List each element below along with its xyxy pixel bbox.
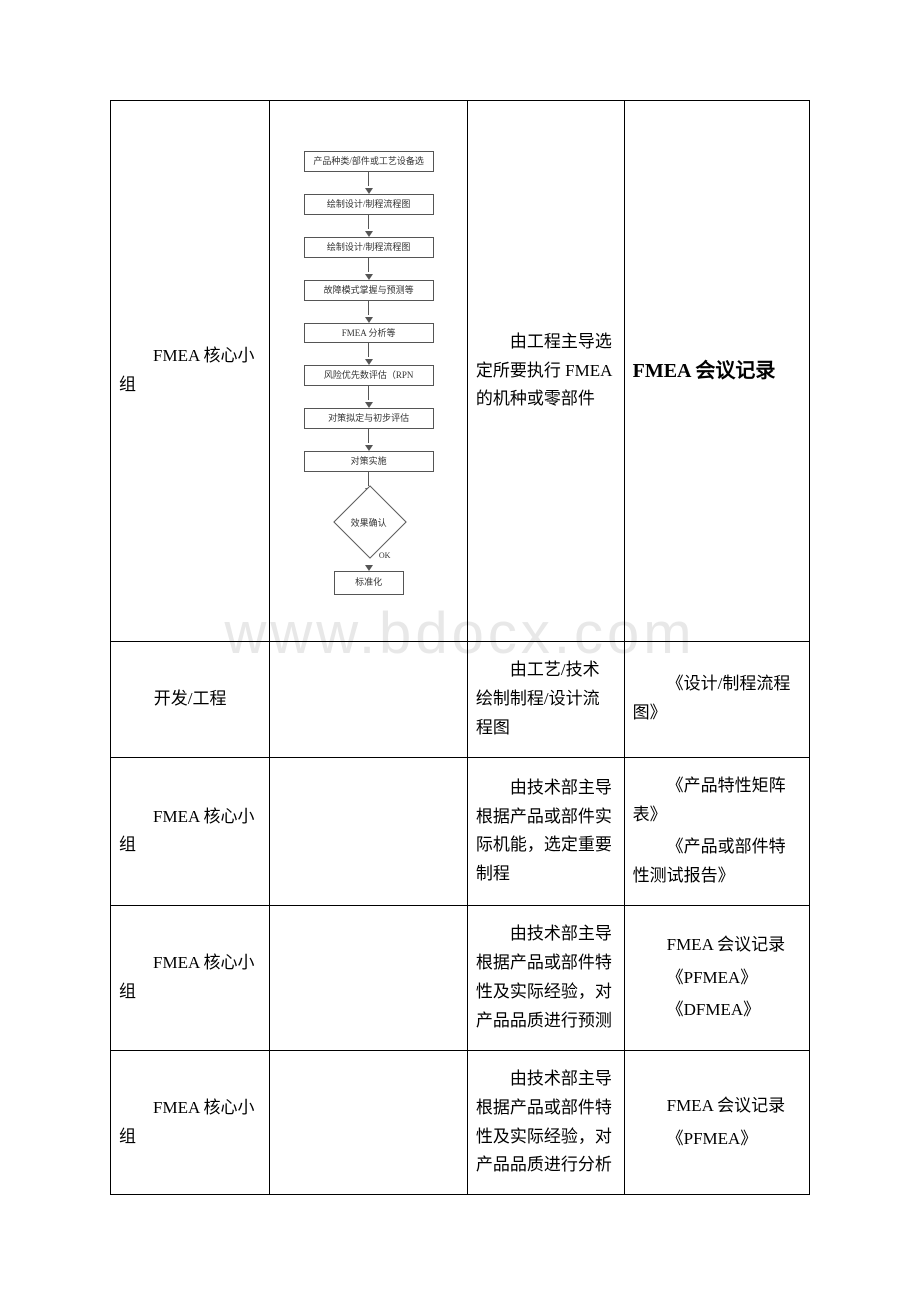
text: FMEA 核心小组 <box>119 346 255 394</box>
flow-decision-label: 效果确认 <box>326 516 412 531</box>
text-bold: FMEA 会议记录 <box>633 360 776 382</box>
flow-connector <box>368 472 369 486</box>
text: 由技术部主导根据产品或部件特性及实际经验，对产品品质进行分析 <box>476 1065 616 1181</box>
cell-r5-c4: FMEA 会议记录 《PFMEA》 <box>624 1050 809 1195</box>
cell-r3-c2 <box>270 757 468 906</box>
cell-r1-c4: FMEA 会议记录 <box>624 101 809 642</box>
fmea-table: FMEA 核心小组 产品种类/部件或工艺设备选 绘制设计/制程流程图 绘制设计/… <box>110 100 810 1195</box>
text: 由技术部主导根据产品或部件实际机能，选定重要制程 <box>476 774 616 890</box>
text: FMEA 会议记录 <box>633 1092 801 1121</box>
cell-r2-c2 <box>270 642 468 758</box>
cell-r5-c3: 由技术部主导根据产品或部件特性及实际经验，对产品品质进行分析 <box>467 1050 624 1195</box>
flow-end: 标准化 <box>334 571 404 594</box>
cell-r4-c1: FMEA 核心小组 <box>111 906 270 1051</box>
text: 《产品特性矩阵表》 <box>633 772 801 830</box>
cell-r3-c4: 《产品特性矩阵表》 《产品或部件特性测试报告》 <box>624 757 809 906</box>
text: 《DFMEA》 <box>633 996 801 1025</box>
flow-connector <box>368 301 369 315</box>
cell-r4-c3: 由技术部主导根据产品或部件特性及实际经验，对产品品质进行预测 <box>467 906 624 1051</box>
flow-connector <box>368 172 369 186</box>
flow-step-8: 对策实施 <box>304 451 434 472</box>
cell-r5-c2 <box>270 1050 468 1195</box>
flow-step-5: FMEA 分析等 <box>304 323 434 344</box>
text: 由技术部主导根据产品或部件特性及实际经验，对产品品质进行预测 <box>476 920 616 1036</box>
text: 由工程主导选定所要执行 FMEA 的机种或零部件 <box>476 328 616 415</box>
cell-r2-c1: 开发/工程 <box>111 642 270 758</box>
flow-decision: 效果确认 <box>326 496 412 546</box>
cell-r4-c2 <box>270 906 468 1051</box>
cell-r4-c4: FMEA 会议记录 《PFMEA》 《DFMEA》 <box>624 906 809 1051</box>
flow-connector <box>368 258 369 272</box>
cell-r2-c4: 《设计/制程流程图》 <box>624 642 809 758</box>
flow-step-2: 绘制设计/制程流程图 <box>304 194 434 215</box>
flow-connector <box>368 386 369 400</box>
cell-r1-c1: FMEA 核心小组 <box>111 101 270 642</box>
text: 由工艺/技术绘制制程/设计流程图 <box>476 656 616 743</box>
flow-connector <box>368 429 369 443</box>
cell-r1-c3: 由工程主导选定所要执行 FMEA 的机种或零部件 <box>467 101 624 642</box>
cell-r1-c2-flowchart: 产品种类/部件或工艺设备选 绘制设计/制程流程图 绘制设计/制程流程图 故障模式… <box>270 101 468 642</box>
text: FMEA 核心小组 <box>119 1098 255 1146</box>
flow-step-6: 风险优先数评估（RPN <box>304 365 434 386</box>
cell-r2-c3: 由工艺/技术绘制制程/设计流程图 <box>467 642 624 758</box>
flowchart: 产品种类/部件或工艺设备选 绘制设计/制程流程图 绘制设计/制程流程图 故障模式… <box>278 147 459 594</box>
cell-r3-c3: 由技术部主导根据产品或部件实际机能，选定重要制程 <box>467 757 624 906</box>
text: 《产品或部件特性测试报告》 <box>633 833 801 891</box>
flow-step-4: 故障模式掌握与预测等 <box>304 280 434 301</box>
cell-r3-c1: FMEA 核心小组 <box>111 757 270 906</box>
text: 开发/工程 <box>154 689 227 708</box>
text: 《PFMEA》 <box>633 964 801 993</box>
cell-r5-c1: FMEA 核心小组 <box>111 1050 270 1195</box>
flow-connector <box>368 343 369 357</box>
text: 《PFMEA》 <box>633 1125 801 1154</box>
flow-connector <box>368 215 369 229</box>
text: FMEA 核心小组 <box>119 807 255 855</box>
flow-step-1: 产品种类/部件或工艺设备选 <box>304 151 434 172</box>
flow-step-7: 对策拟定与初步评估 <box>304 408 434 429</box>
text: FMEA 会议记录 <box>633 931 801 960</box>
text: FMEA 核心小组 <box>119 953 255 1001</box>
flow-step-3: 绘制设计/制程流程图 <box>304 237 434 258</box>
text: 《设计/制程流程图》 <box>633 670 801 728</box>
